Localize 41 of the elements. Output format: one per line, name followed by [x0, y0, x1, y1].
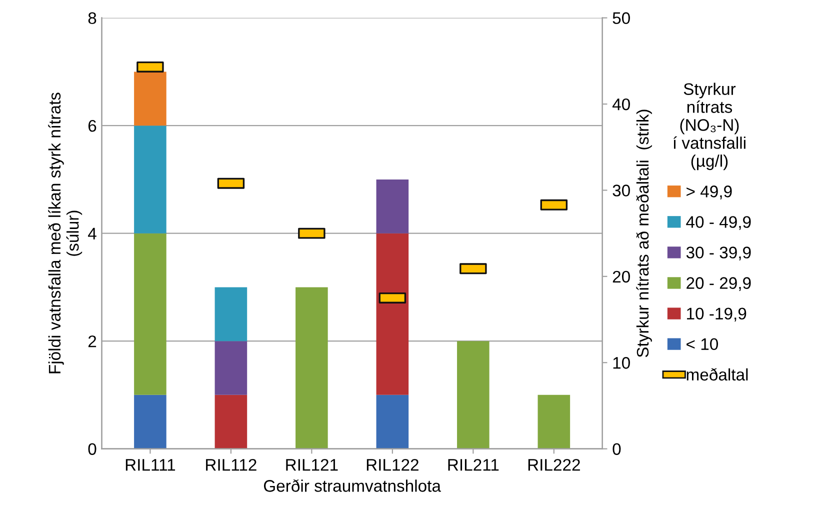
bar [134, 72, 166, 126]
y2-axis-title: Styrkur nítrats að meðaltali (strik) [636, 110, 652, 358]
y2-tick-label: 0 [612, 443, 621, 456]
bar [376, 179, 409, 234]
legend-label: meðaltal [686, 368, 748, 381]
bar [214, 341, 248, 395]
x-tick-label: RIL222 [528, 458, 580, 471]
legend-label: 20 - 29,9 [686, 277, 751, 291]
x-tick-label: RIL112 [206, 458, 256, 471]
y2-tick-label: 50 [612, 12, 630, 24]
y2-tick-label: 20 [612, 270, 630, 283]
y2-tick-label: 40 [612, 98, 630, 110]
bar [457, 341, 490, 449]
y-tick-label: 2 [88, 335, 96, 348]
y-axis-title: Fjöldi vatnsfalla með líkan styrk nítrats (súlur) [48, 92, 82, 374]
y2-tick-label: 30 [612, 184, 630, 196]
legend-title: Styrkur nítrats (NO₃-N) í vatnsfalli (µg/l) [674, 82, 746, 170]
x-tick-label: RIL122 [366, 458, 418, 471]
x-tick-label: RIL211 [448, 458, 499, 471]
y-tick-label: 8 [88, 12, 96, 24]
bar [376, 394, 409, 449]
bar [376, 233, 409, 395]
x-tick-label: RIL121 [286, 458, 338, 471]
y-tick-label: 6 [88, 120, 96, 132]
bar [134, 394, 166, 449]
bar [134, 233, 166, 395]
bar [134, 126, 166, 234]
legend-label: 30 - 39,9 [686, 246, 751, 260]
bar [296, 287, 328, 449]
legend-label: 10 -19,9 [687, 308, 746, 322]
bar [538, 394, 570, 449]
legend-label: > 49,9 [686, 186, 732, 200]
y-tick-label: 0 [88, 443, 96, 456]
y2-tick-label: 10 [613, 357, 630, 369]
bar [214, 394, 248, 449]
legend-label: < 10 [686, 338, 718, 350]
bar [214, 287, 248, 342]
x-axis-title: Gerðir straumvatnshlota [264, 479, 441, 492]
y-tick-label: 4 [88, 228, 96, 240]
x-tick-label: RIL111 [126, 459, 176, 471]
legend-label: 40 - 49,9 [686, 216, 751, 230]
